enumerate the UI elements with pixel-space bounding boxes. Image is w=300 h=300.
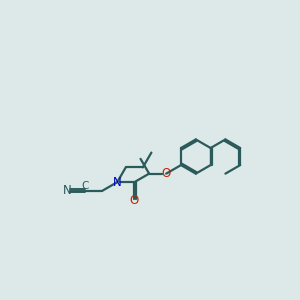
Text: N: N [63,184,72,197]
Text: O: O [130,194,139,207]
Text: C: C [82,181,89,191]
Text: O: O [162,167,171,180]
Text: N: N [113,176,122,189]
